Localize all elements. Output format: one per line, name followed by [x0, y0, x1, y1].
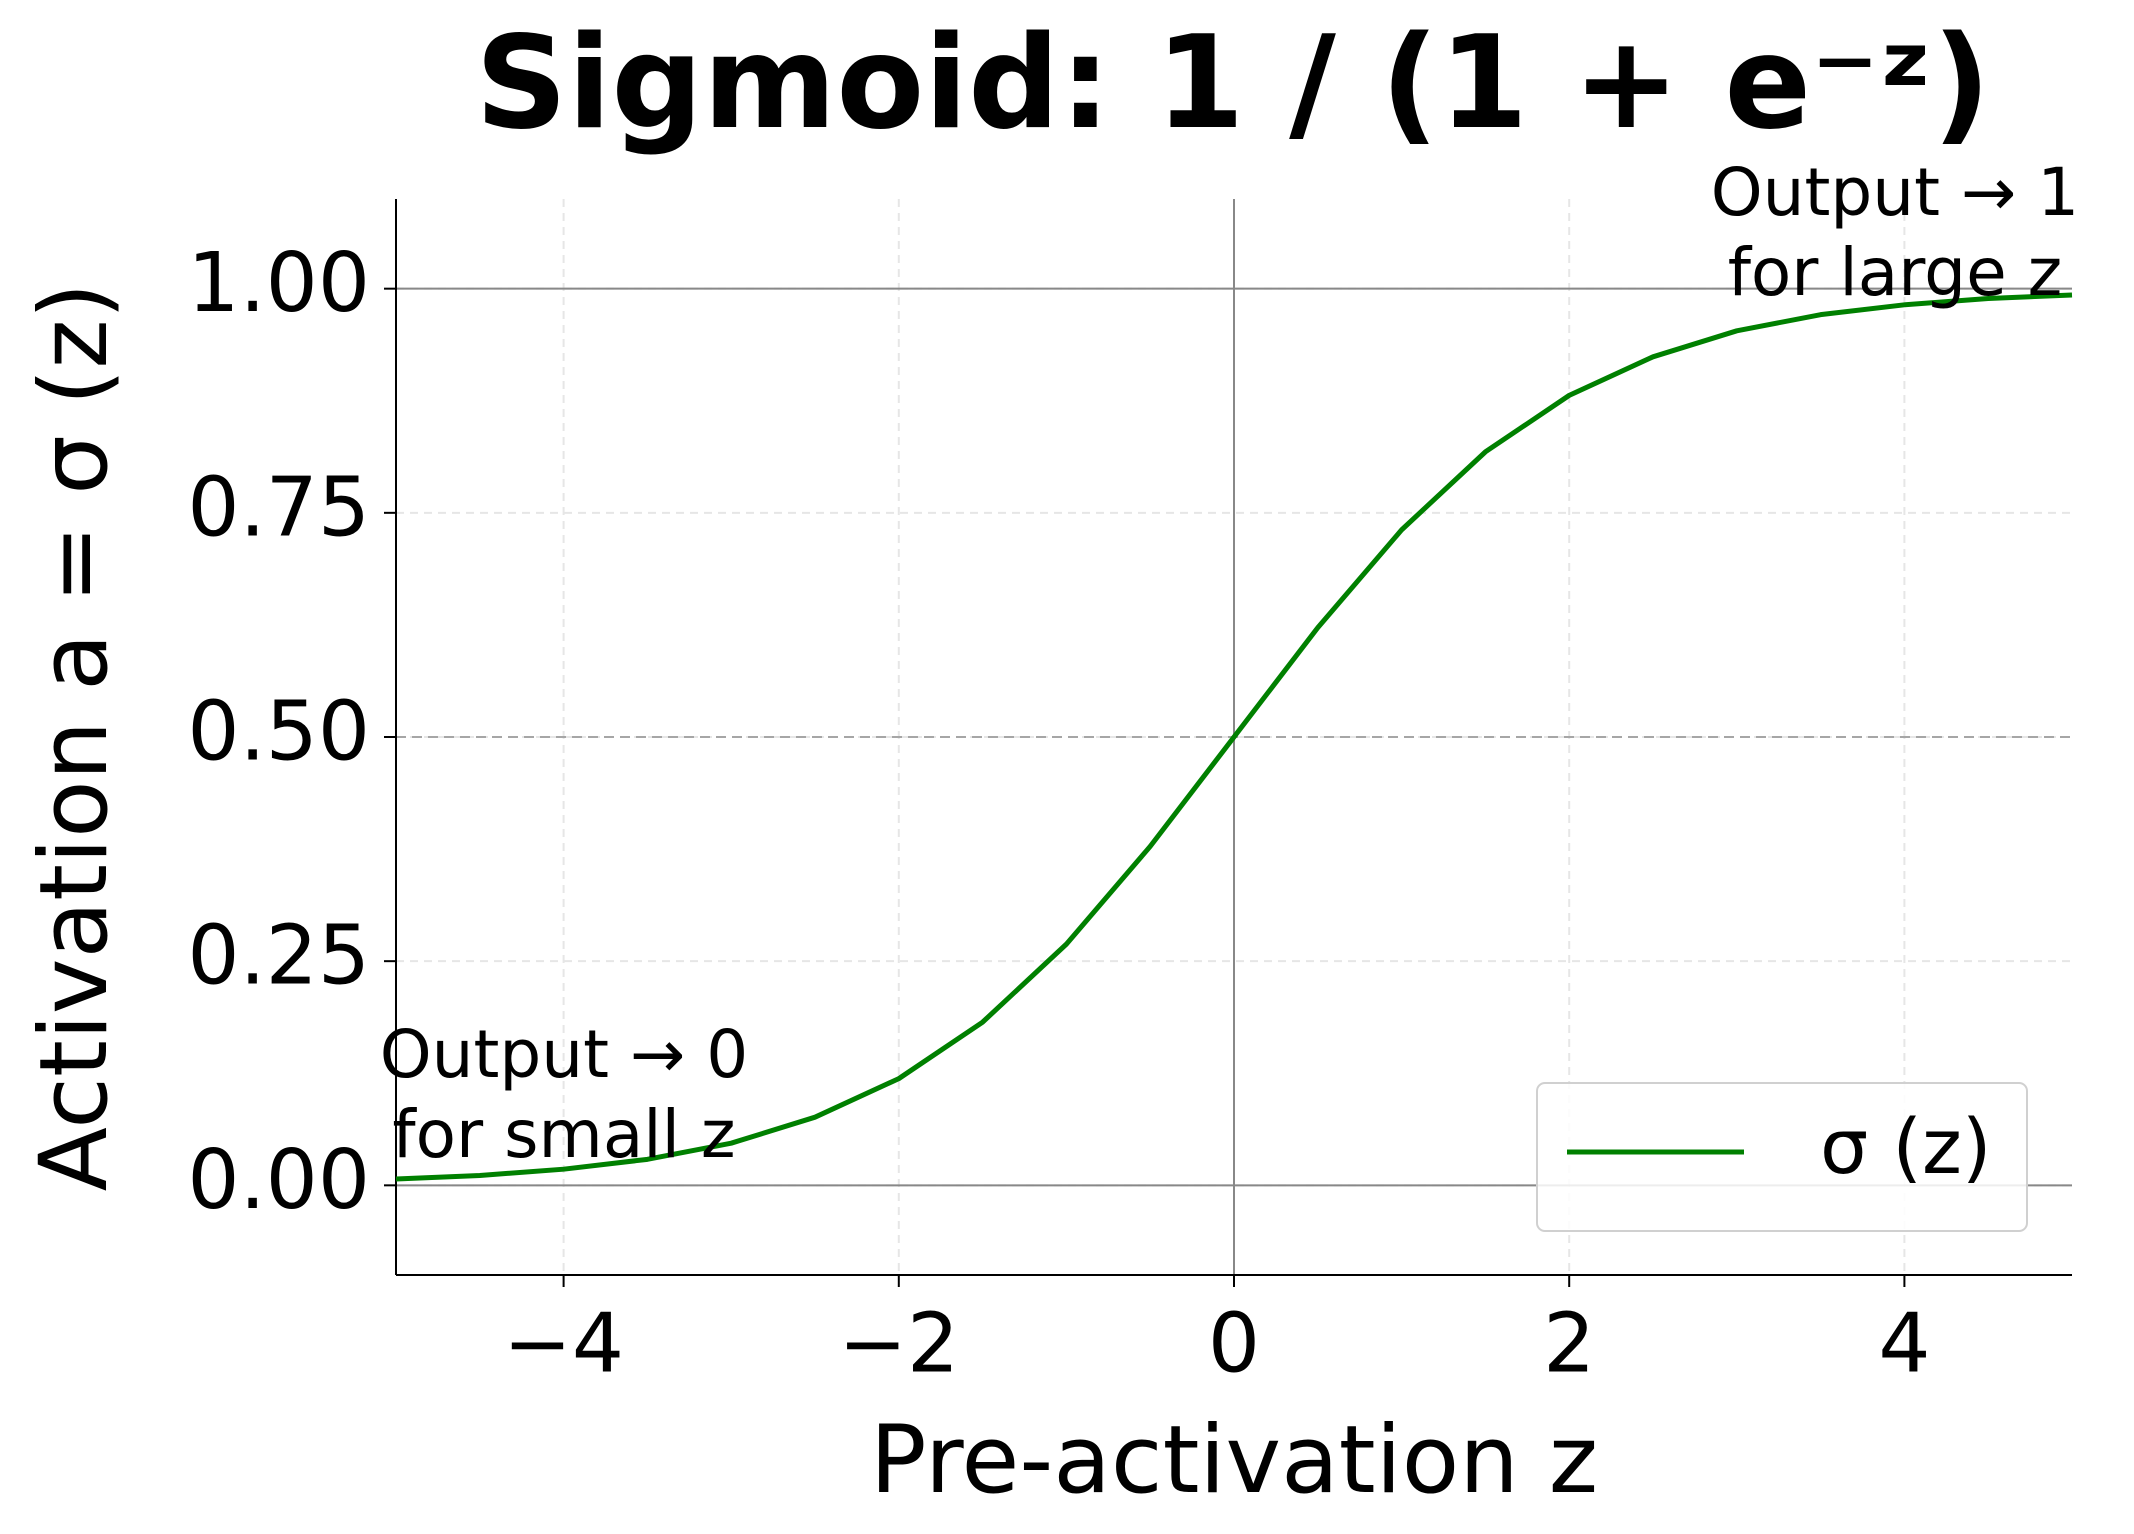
y-tick-label: 0.00 — [187, 1133, 370, 1228]
annotation: for large z — [1728, 234, 2063, 311]
annotation: for small z — [392, 1096, 735, 1173]
legend-label: σ (z) — [1820, 1102, 1992, 1191]
y-tick-label: 0.75 — [187, 460, 370, 555]
x-tick-label: −2 — [838, 1296, 959, 1391]
x-tick-label: −4 — [503, 1296, 624, 1391]
x-axis-label: Pre-activation z — [870, 1406, 1598, 1515]
y-tick-label: 1.00 — [187, 236, 370, 331]
x-tick-label: 0 — [1208, 1296, 1260, 1391]
chart-title: Sigmoid: 1 / (1 + e⁻ᶻ) — [475, 9, 1990, 158]
series-line — [395, 292, 2073, 1182]
y-axis-label: Activation a = σ (z) — [20, 283, 129, 1192]
legend-box — [1536, 1082, 2028, 1232]
y-tick-label: 0.25 — [187, 909, 370, 1004]
annotation: Output → 1 — [1711, 154, 2080, 231]
x-tick-label: 4 — [1878, 1296, 1930, 1391]
x-tick-label: 2 — [1543, 1296, 1595, 1391]
annotation: Output → 0 — [380, 1016, 749, 1093]
y-tick-label: 0.50 — [187, 684, 370, 779]
